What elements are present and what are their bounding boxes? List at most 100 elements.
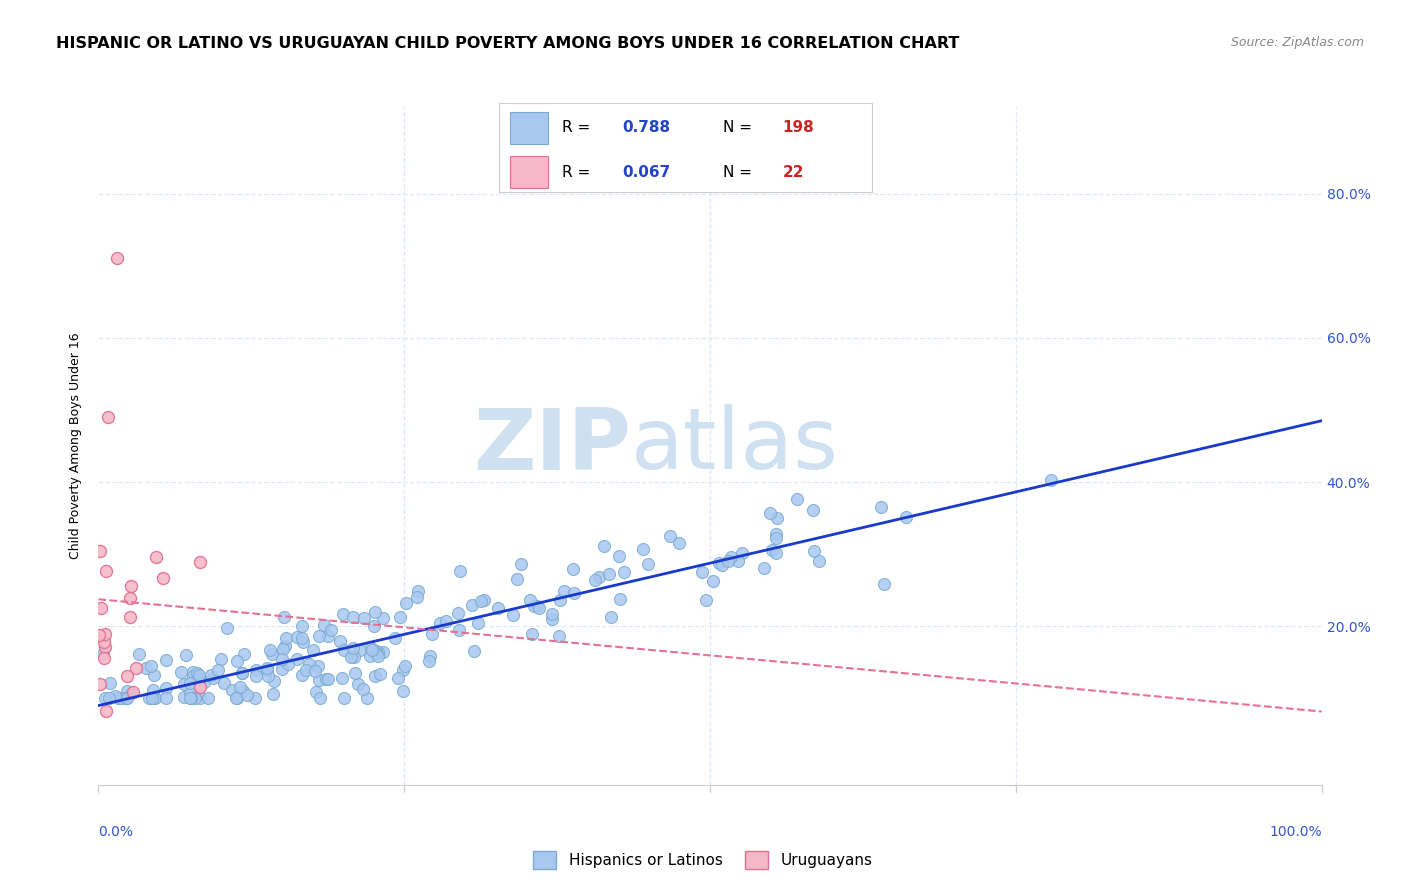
Point [273,640,295,654]
Point [405,590,427,604]
Point [359,649,381,664]
Point [690,565,713,579]
Point [766,510,789,524]
Point [562,562,585,576]
Point [180,691,202,706]
Point [352,681,374,696]
Point [94,626,117,640]
Point [93,634,115,648]
Point [429,615,451,630]
Point [765,546,787,560]
Point [107,691,129,706]
Point [143,691,166,706]
Point [93,640,115,655]
Point [360,640,382,655]
Point [188,681,211,695]
Point [342,610,364,624]
Point [212,676,235,690]
Point [870,500,893,514]
Point [592,539,614,553]
Point [709,556,731,570]
Point [271,652,294,666]
Point [89,677,111,691]
Point [391,664,413,678]
Text: N =: N = [723,165,756,179]
Point [141,691,163,706]
Point [257,668,280,682]
Point [183,691,205,706]
Point [291,619,314,633]
Point [363,619,385,633]
Point [1040,473,1063,487]
Point [259,643,281,657]
Point [308,659,330,673]
Point [285,630,308,644]
FancyBboxPatch shape [510,112,547,144]
Point [609,592,631,607]
Text: 0.788: 0.788 [621,120,671,135]
Point [364,646,387,660]
Point [115,691,138,706]
Point [526,599,548,613]
Point [389,610,412,624]
Point [181,665,204,679]
Point [110,691,132,706]
Point [217,622,239,636]
Point [173,677,195,691]
Text: 100.0%: 100.0% [1270,825,1322,839]
Point [342,641,364,656]
Point [226,654,249,668]
Point [188,667,211,681]
Point [541,612,564,626]
Point [510,558,533,572]
Point [803,544,825,558]
Point [120,686,142,700]
Point [273,610,295,624]
Point [318,672,340,686]
Point [93,651,115,665]
Point [364,644,387,658]
Point [754,561,776,575]
Text: HISPANIC OR LATINO VS URUGUAYAN CHILD POVERTY AMONG BOYS UNDER 16 CORRELATION CH: HISPANIC OR LATINO VS URUGUAYAN CHILD PO… [56,36,960,51]
Point [179,686,201,700]
Point [190,691,212,706]
Point [291,635,314,649]
Point [394,659,416,673]
Point [447,606,470,620]
Point [353,611,375,625]
Point [231,666,253,681]
Point [598,567,620,582]
Point [229,680,252,694]
Point [449,564,471,578]
Point [349,643,371,657]
Point [186,665,208,680]
Point [290,668,312,682]
Point [207,663,229,677]
Point [304,664,326,678]
Point [765,527,787,541]
Point [419,649,441,664]
Point [96,565,118,579]
Point [318,629,340,643]
Point [188,672,211,686]
Point [340,650,363,665]
Point [360,643,382,657]
Point [668,536,690,550]
Point [155,681,177,696]
Point [302,643,325,657]
Point [315,672,337,686]
Point [271,662,294,676]
Legend: Hispanics or Latinos, Uruguayans: Hispanics or Latinos, Uruguayans [527,845,879,875]
Point [98,675,121,690]
Point [808,554,831,568]
Point [193,674,215,689]
Point [319,623,342,637]
Point [761,543,783,558]
Point [231,665,253,680]
Point [181,669,204,683]
Point [202,672,225,686]
Text: atlas: atlas [630,404,838,488]
Point [731,546,754,560]
Point [295,663,318,677]
Point [801,503,824,517]
